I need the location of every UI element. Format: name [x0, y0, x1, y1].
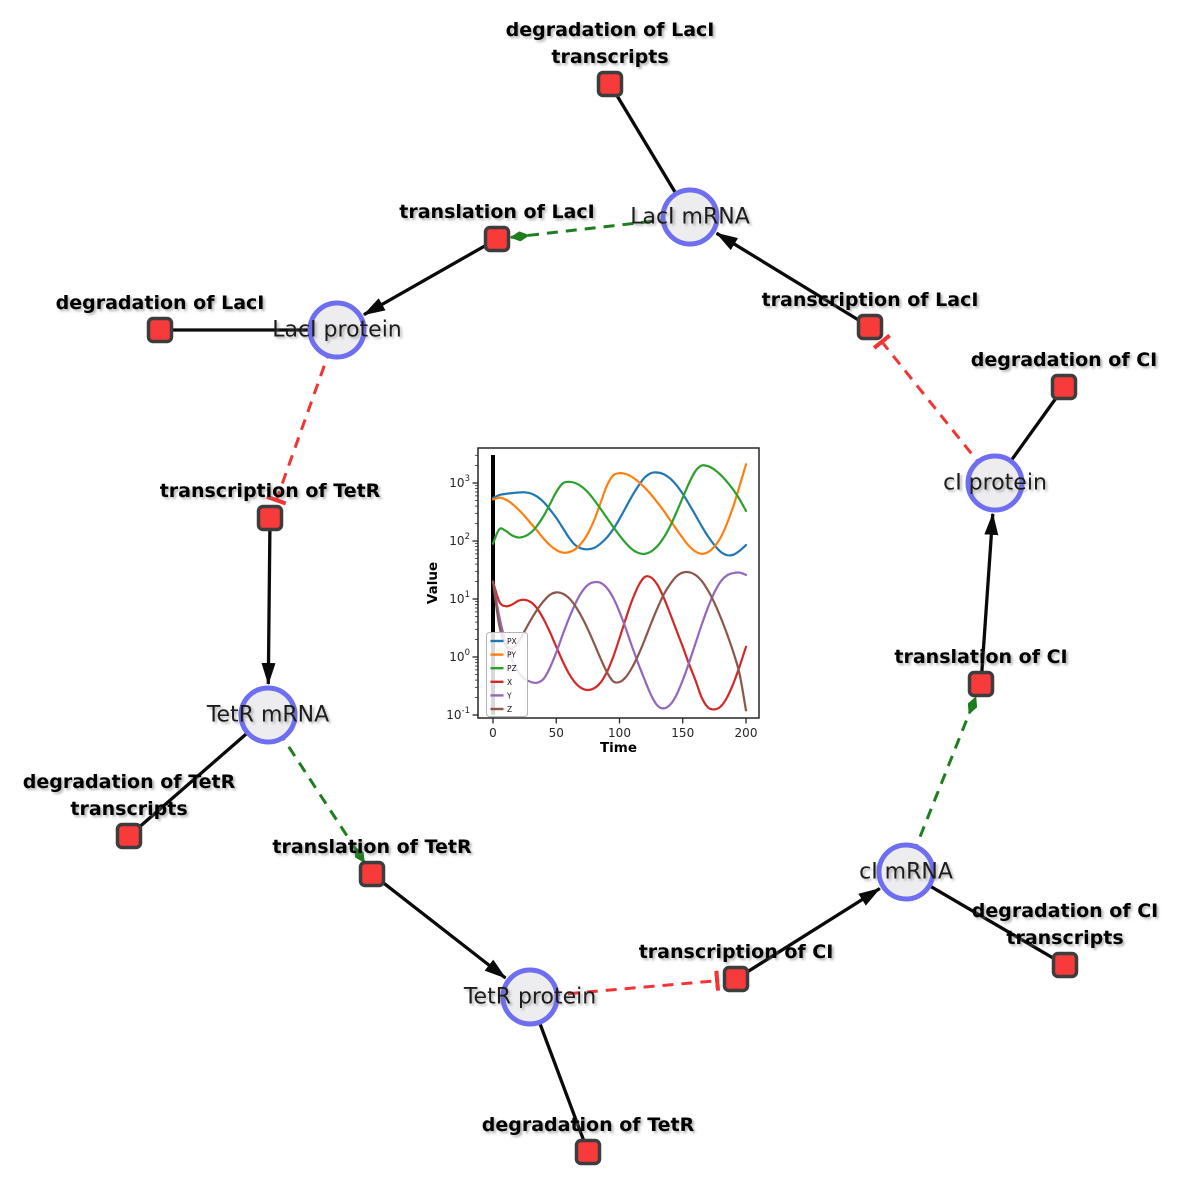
reaction-node-transcription_laci — [856, 313, 884, 341]
reaction-label-deg_tetr_transcripts-line2: transcripts — [70, 798, 187, 820]
chart-y-tick-label: 102 — [449, 532, 470, 548]
chart-y-tick-label: 10-1 — [446, 706, 470, 722]
chart-x-tick-label: 100 — [608, 726, 631, 740]
reaction-label-deg_ci_transcripts-line1: degradation of CI — [972, 900, 1158, 922]
legend-label-PX: PX — [507, 637, 517, 646]
reaction-label-transcription_laci: transcription of LacI — [762, 289, 979, 311]
legend-label-PZ: PZ — [507, 664, 517, 673]
reaction-node-deg_ci — [1050, 373, 1078, 401]
reaction-node-transcription_ci — [722, 965, 750, 993]
species-node-ci_protein — [965, 453, 1025, 513]
species-node-laci_protein — [307, 300, 367, 360]
reaction-node-deg_laci — [146, 316, 174, 344]
edge-production-translation_tetr-tetr_protein — [370, 872, 507, 980]
edge-modifier-ci_mrna-translation_ci — [904, 696, 978, 873]
reaction-label-deg_ci: degradation of CI — [971, 349, 1157, 371]
species-label-ci_protein: cI protein — [943, 471, 1047, 496]
reaction-label-deg_laci_transcripts-line2: transcripts — [551, 46, 668, 68]
edge-consumption-ci_mrna-deg_ci_transcripts — [905, 870, 1066, 967]
series-line-X — [491, 575, 748, 711]
series-line-PX — [491, 471, 748, 557]
chart-spines — [477, 447, 760, 719]
reaction-node-deg_tetr — [574, 1138, 602, 1166]
series-line-PZ — [491, 464, 748, 556]
legend-label-Y: Y — [506, 691, 512, 700]
edge-inhibition-tetr_protein-transcription_ci — [529, 981, 717, 999]
chart-ylabel: Value — [425, 562, 441, 604]
edge-consumption-tetr_mrna-deg_tetr_transcripts — [127, 713, 270, 838]
chart-x-tick-label: 150 — [671, 726, 694, 740]
chart-x-tick-label: 50 — [549, 726, 564, 740]
reaction-node-deg_laci_transcripts — [596, 70, 624, 98]
chart-xlabel: Time — [600, 740, 637, 756]
species-label-laci_protein: LacI protein — [272, 318, 402, 343]
species-label-ci_mrna: cI mRNA — [859, 860, 953, 885]
chart-y-tick-label: 100 — [449, 648, 470, 664]
reaction-node-translation_ci — [967, 670, 995, 698]
reaction-label-deg_tetr: degradation of TetR — [482, 1114, 695, 1136]
edge-production-transcription_laci-laci_mrna — [715, 231, 871, 329]
species-label-laci_mrna: LacI mRNA — [630, 205, 750, 230]
species-node-laci_mrna — [660, 187, 720, 247]
reaction-node-deg_tetr_transcripts — [115, 822, 143, 850]
reaction-node-translation_laci — [483, 225, 511, 253]
reaction-node-translation_tetr — [358, 860, 386, 888]
species-node-ci_mrna — [876, 842, 936, 902]
reaction-label-deg_laci: degradation of LacI — [56, 292, 265, 314]
species-label-tetr_mrna: TetR mRNA — [206, 703, 329, 728]
edge-production-transcription_ci-ci_mrna — [735, 887, 881, 981]
edge-production-translation_laci-laci_protein — [363, 237, 498, 317]
legend-label-Z: Z — [507, 705, 512, 714]
chart-series-group — [491, 463, 748, 712]
species-node-tetr_protein — [500, 967, 560, 1027]
species-label-tetr_protein: TetR protein — [463, 985, 596, 1010]
edge-production-transcription_tetr-tetr_mrna — [261, 517, 276, 685]
reaction-label-translation_ci: translation of CI — [894, 646, 1067, 668]
reaction-node-transcription_tetr — [256, 504, 284, 532]
edge-production-translation_ci-ci_protein — [979, 512, 999, 685]
reaction-label-deg_tetr_transcripts-line1: degradation of TetR — [23, 771, 236, 793]
reaction-node-deg_ci_transcripts — [1051, 951, 1079, 979]
reaction-label-deg_laci_transcripts-line1: degradation of LacI — [506, 19, 715, 41]
species-node-tetr_mrna — [238, 685, 298, 745]
legend-label-X: X — [507, 678, 512, 687]
reaction-label-translation_tetr: translation of TetR — [272, 836, 472, 858]
chart-x-tick-label: 0 — [489, 726, 497, 740]
legend-label-PY: PY — [507, 651, 516, 660]
reaction-label-transcription_tetr: transcription of TetR — [160, 480, 381, 502]
chart-x-tick-label: 200 — [735, 726, 758, 740]
chart-y-tick-label: 101 — [449, 590, 470, 606]
chart-y-tick-label: 103 — [449, 474, 470, 490]
network-nodes — [115, 70, 1079, 1166]
network-labels: LacI mRNA LacI protein TetR mRNA TetR prote… — [23, 19, 1158, 1136]
series-line-Y — [491, 571, 748, 710]
reaction-label-deg_ci_transcripts-line2: transcripts — [1006, 927, 1123, 949]
series-line-Z — [491, 570, 748, 712]
reaction-label-transcription_ci: transcription of CI — [639, 941, 834, 963]
reaction-label-translation_laci: translation of LacI — [399, 201, 594, 223]
time-series-inset-chart: 0 50 100 150 200 10-1 100 101 102 103 Time Value PX P… — [425, 447, 760, 756]
